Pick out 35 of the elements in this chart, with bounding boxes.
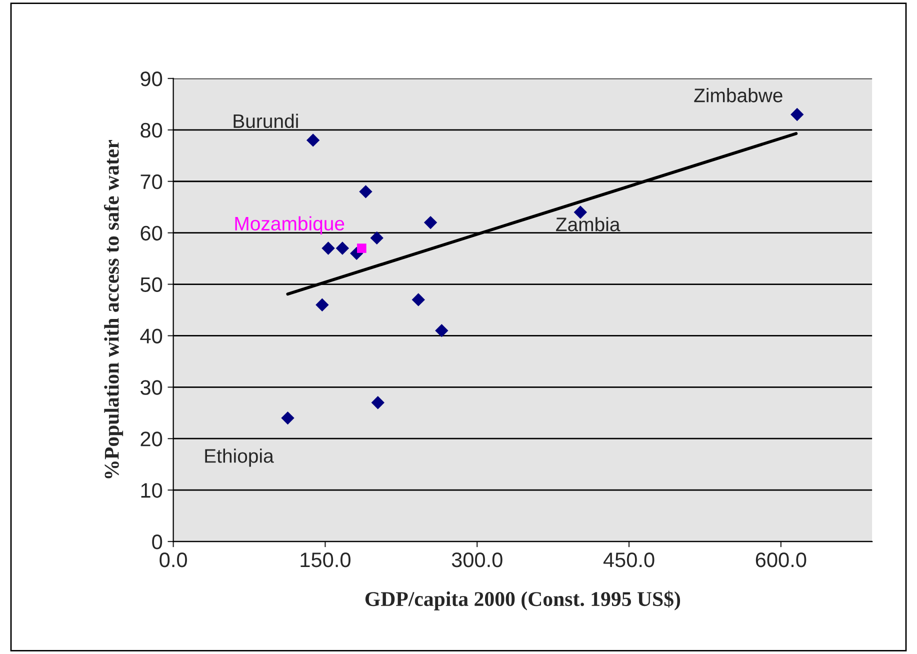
point — [336, 242, 350, 255]
point — [316, 298, 329, 312]
x-tick-label: 0.0 — [160, 552, 187, 568]
point — [359, 185, 372, 198]
y-tick-label: 40 — [140, 328, 162, 344]
y-tick-label: 20 — [140, 432, 162, 446]
point — [370, 231, 384, 245]
annotation: Zambia — [556, 217, 620, 232]
x-tick-label: 300.0 — [452, 552, 502, 568]
x-tick-label: 600.0 — [756, 552, 806, 568]
point — [790, 108, 804, 122]
point — [306, 134, 320, 147]
x-tick-label: 450.0 — [603, 552, 654, 568]
y-tick-label: 60 — [140, 226, 162, 241]
point — [322, 242, 335, 255]
series-label: Mozambique — [235, 216, 344, 234]
point — [281, 411, 294, 425]
y-axis-title: %Population with access to safe water — [104, 140, 124, 478]
point — [371, 396, 384, 410]
y-tick-label: 30 — [140, 380, 162, 395]
x-axis-title: GDP/capita 2000 (Const. 1995 US$) — [365, 590, 680, 610]
point — [412, 293, 425, 306]
y-tick-label: 80 — [140, 122, 162, 138]
y-tick-label: 90 — [140, 71, 162, 86]
annotation: Ethiopia — [205, 448, 274, 467]
y-tick-label: 70 — [140, 174, 162, 190]
annotation: Zimbabwe — [694, 88, 782, 102]
x-tick-label: 150.0 — [300, 552, 350, 568]
y-tick-label: 0 — [152, 534, 162, 550]
point — [424, 216, 438, 230]
y-tick-label: 10 — [141, 483, 162, 498]
y-tick-label: 50 — [140, 277, 162, 292]
point — [357, 244, 366, 253]
point — [435, 324, 448, 338]
annotation: Burundi — [234, 114, 298, 128]
